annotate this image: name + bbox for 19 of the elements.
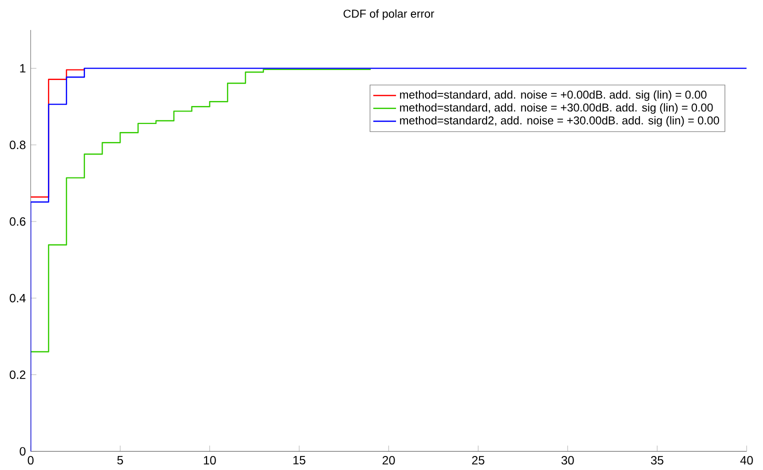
x-tick-label: 15 bbox=[293, 456, 306, 464]
y-tick-label: 0.4 bbox=[10, 294, 26, 302]
legend-label: method=standard, add. noise = +30.00dB. add. sig (lin) = 0.00 bbox=[400, 103, 713, 114]
x-tick-label: 30 bbox=[561, 456, 574, 465]
x-tick-label: 0 bbox=[28, 456, 34, 465]
x-tick-label: 20 bbox=[382, 456, 395, 465]
x-tick-label: 5 bbox=[117, 456, 124, 464]
chart-title: CDF of polar error bbox=[344, 9, 434, 20]
legend-label: method=standard2, add. noise = +30.00dB. add. sig (lin) = 0.00 bbox=[400, 116, 720, 127]
x-tick-label: 10 bbox=[204, 456, 216, 465]
x-tick-label: 25 bbox=[472, 456, 484, 465]
y-tick-label: 0 bbox=[20, 447, 26, 456]
x-tick-label: 35 bbox=[650, 456, 664, 465]
x-tick-label: 40 bbox=[740, 456, 753, 465]
y-tick-label: 0.8 bbox=[10, 140, 26, 150]
y-tick-label: 0.2 bbox=[10, 370, 26, 379]
legend-label: method=standard, add. noise = +0.00dB. add. sig (lin) = 0.00 bbox=[400, 90, 706, 101]
y-tick-label: 1 bbox=[20, 64, 26, 72]
y-tick-label: 0.6 bbox=[10, 217, 26, 226]
